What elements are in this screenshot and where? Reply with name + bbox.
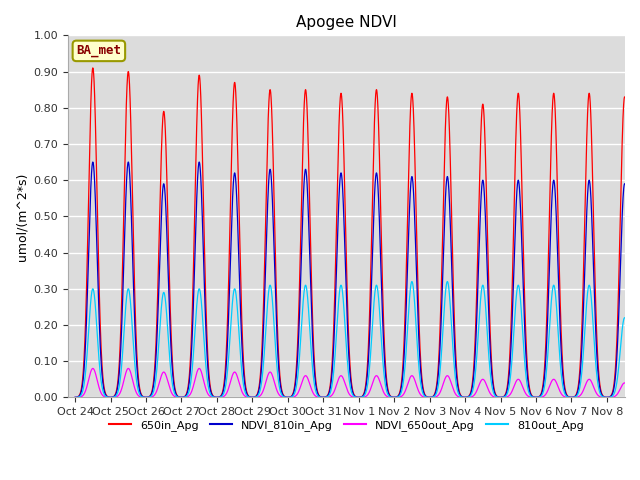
810out_Apg [407,283,415,288]
NDVI_810in_Apg [492,392,500,398]
Legend: 650in_Apg, NDVI_810in_Apg, NDVI_650out_Apg, 810out_Apg: 650in_Apg, NDVI_810in_Apg, NDVI_650out_A… [104,416,588,435]
NDVI_650out_Apg [639,395,640,400]
650in_Apg [276,380,284,385]
Text: BA_met: BA_met [76,44,122,58]
650in_Apg [407,100,415,106]
Line: NDVI_650out_Apg: NDVI_650out_Apg [75,369,640,397]
810out_Apg [444,279,451,285]
NDVI_650out_Apg [522,391,530,397]
810out_Apg [431,392,439,398]
810out_Apg [639,395,640,400]
NDVI_810in_Apg [407,181,415,187]
650in_Apg [71,395,79,400]
NDVI_810in_Apg [71,395,79,400]
650in_Apg [522,336,530,341]
NDVI_650out_Apg [276,393,284,399]
Y-axis label: umol/(m^2*s): umol/(m^2*s) [15,172,28,261]
NDVI_650out_Apg [89,366,97,372]
NDVI_650out_Apg [407,373,415,379]
NDVI_650out_Apg [100,394,108,399]
810out_Apg [276,389,284,395]
NDVI_810in_Apg [89,159,97,165]
NDVI_810in_Apg [639,395,640,400]
650in_Apg [89,65,97,71]
NDVI_650out_Apg [432,394,440,400]
Line: 810out_Apg: 810out_Apg [75,282,640,397]
810out_Apg [522,373,530,379]
NDVI_810in_Apg [100,385,108,391]
650in_Apg [432,388,440,394]
650in_Apg [100,382,108,387]
810out_Apg [71,395,79,400]
Line: 650in_Apg: 650in_Apg [75,68,640,397]
Line: NDVI_810in_Apg: NDVI_810in_Apg [75,162,640,397]
NDVI_810in_Apg [432,390,440,396]
NDVI_810in_Apg [276,384,284,389]
810out_Apg [492,394,500,399]
650in_Apg [639,395,640,400]
NDVI_650out_Apg [71,395,79,400]
NDVI_810in_Apg [522,352,530,358]
810out_Apg [100,390,108,396]
NDVI_650out_Apg [492,395,500,400]
650in_Apg [492,392,500,397]
Title: Apogee NDVI: Apogee NDVI [296,15,397,30]
